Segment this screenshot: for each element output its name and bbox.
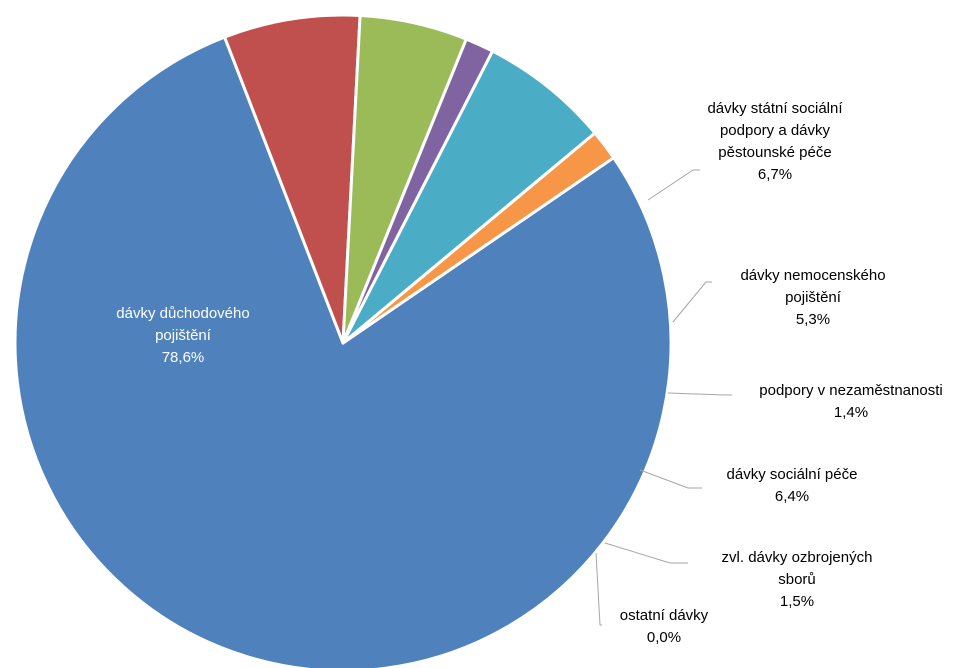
data-label-ostatni-davky: ostatní dávky 0,0% <box>620 607 709 646</box>
leader-line-davky-statni-socialni-podpory-a-davky-pestounske-pece <box>647 169 700 201</box>
leader-line-davky-nemocenskeho-pojisteni <box>672 281 712 323</box>
pie-slice-davky-duchodoveho-pojisteni <box>13 35 673 668</box>
data-label-line: 78,6% <box>162 349 205 366</box>
data-label-line: 6,7% <box>758 166 792 183</box>
data-label-line: ostatní dávky <box>620 607 709 624</box>
leader-line-davky-socialni-pece <box>639 469 702 489</box>
data-label-davky-duchodoveho-pojisteni: dávky důchodového pojištění 78,6% <box>116 305 249 366</box>
leader-line-zvl-davky-ozbrojenych-sboru <box>604 542 688 564</box>
data-label-line: pojištění <box>785 289 842 306</box>
data-label-line: pěstounské péče <box>718 144 831 161</box>
leader-lines <box>595 169 732 626</box>
leader-line-podpory-v-nezamestnanosti <box>667 392 732 396</box>
data-label-davky-nemocenskeho-pojisteni: dávky nemocenského pojištění 5,3% <box>740 267 885 328</box>
data-label-line: 1,5% <box>780 593 814 610</box>
data-label-line: podpory a dávky <box>720 122 831 139</box>
data-label-line: zvl. dávky ozbrojených <box>722 549 873 566</box>
data-labels: dávky důchodového pojištění 78,6% dávky stá… <box>116 100 942 646</box>
pie-slices <box>13 13 673 668</box>
data-label-line: podpory v nezaměstnanosti <box>759 382 942 399</box>
data-label-line: dávky státní sociální <box>707 100 843 117</box>
pie-slice-zvl-davky-ozbrojenych-sboru <box>341 131 616 345</box>
data-label-line: 5,3% <box>796 311 830 328</box>
pie-slice-davky-statni-socialni-podpory-a-davky-pestounske-pece <box>223 13 362 345</box>
data-label-line: dávky sociální péče <box>727 466 858 483</box>
data-label-line: 6,4% <box>775 488 809 505</box>
data-label-line: sborů <box>778 571 816 588</box>
data-label-podpory-v-nezamestnanosti: podpory v nezaměstnanosti 1,4% <box>759 382 942 421</box>
data-label-davky-socialni-pece: dávky sociální péče 6,4% <box>727 466 858 505</box>
data-label-line: pojištění <box>155 327 212 344</box>
pie-slice-davky-socialni-pece <box>341 49 597 345</box>
leader-line-ostatni-davky <box>595 552 602 626</box>
data-label-zvl-davky-ozbrojenych-sboru: zvl. dávky ozbrojených sborů 1,5% <box>722 549 873 610</box>
data-label-line: dávky důchodového <box>116 305 249 322</box>
data-label-line: 0,0% <box>647 629 681 646</box>
data-label-line: 1,4% <box>834 404 868 421</box>
data-label-davky-statni-socialni-podpory-a-davky-pestounske-pece: dávky státní sociální podpory a dávky pěst… <box>707 100 843 183</box>
data-label-line: dávky nemocenského <box>740 267 885 284</box>
